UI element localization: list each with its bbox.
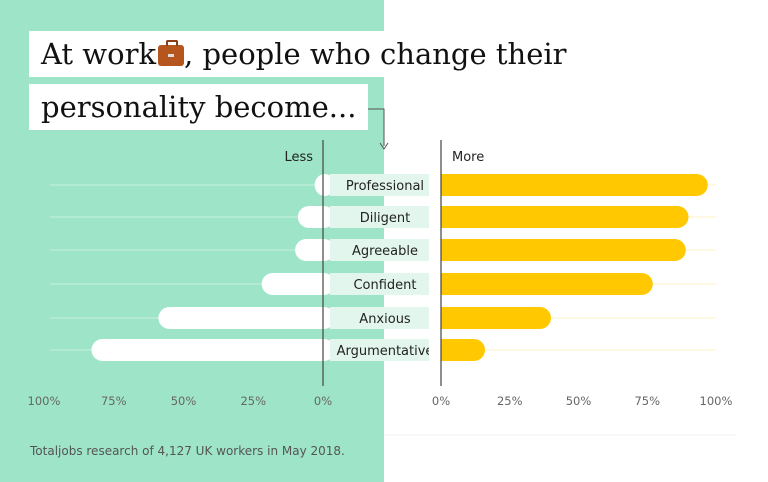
category-label: Diligent — [360, 211, 410, 226]
left-tick-label: 100% — [28, 394, 61, 408]
category-label-bg — [330, 239, 441, 261]
less-bar — [297, 206, 335, 228]
category-label-bg — [330, 174, 441, 196]
left-tick-label: 25% — [240, 394, 266, 408]
title-line-2: personality become... — [29, 84, 369, 130]
more-bar — [429, 174, 708, 196]
right-tick-label: 100% — [700, 394, 733, 408]
axis-mask — [429, 160, 441, 370]
less-bar — [314, 174, 335, 196]
category-label: Professional — [346, 179, 424, 194]
category-label-bg — [330, 339, 441, 361]
more-bar — [429, 339, 485, 361]
more-bar — [429, 239, 686, 261]
left-tick-label: 50% — [171, 394, 197, 408]
title-text: personality become... — [41, 90, 357, 124]
less-bar — [261, 273, 335, 295]
arrow-head-icon — [379, 142, 389, 150]
left-tick-label: 0% — [314, 394, 332, 408]
category-label: Confident — [353, 278, 416, 293]
more-bar — [429, 307, 551, 329]
more-bar — [429, 273, 653, 295]
title-text: , people who change their — [184, 37, 567, 71]
source-note: Totaljobs research of 4,127 UK workers i… — [30, 444, 345, 458]
more-label: More — [452, 150, 484, 165]
category-label-bg — [330, 307, 441, 329]
title-text: At work — [41, 37, 157, 71]
category-label: Anxious — [359, 312, 411, 327]
right-tick-label: 25% — [497, 394, 523, 408]
more-bar — [429, 206, 689, 228]
category-label-bg — [330, 273, 441, 295]
left-tick-label: 75% — [101, 394, 127, 408]
briefcase-icon — [158, 40, 185, 66]
title-line-1: At work , people who change their — [29, 31, 579, 77]
less-bar — [91, 339, 336, 361]
right-tick-label: 50% — [566, 394, 592, 408]
category-label-bg — [330, 206, 441, 228]
less-bar — [158, 307, 335, 329]
less-bar — [295, 239, 335, 261]
category-label: Argumentative — [337, 344, 434, 359]
right-tick-label: 75% — [634, 394, 660, 408]
less-label: Less — [284, 150, 313, 165]
category-label: Agreeable — [352, 244, 418, 259]
right-tick-label: 0% — [432, 394, 450, 408]
